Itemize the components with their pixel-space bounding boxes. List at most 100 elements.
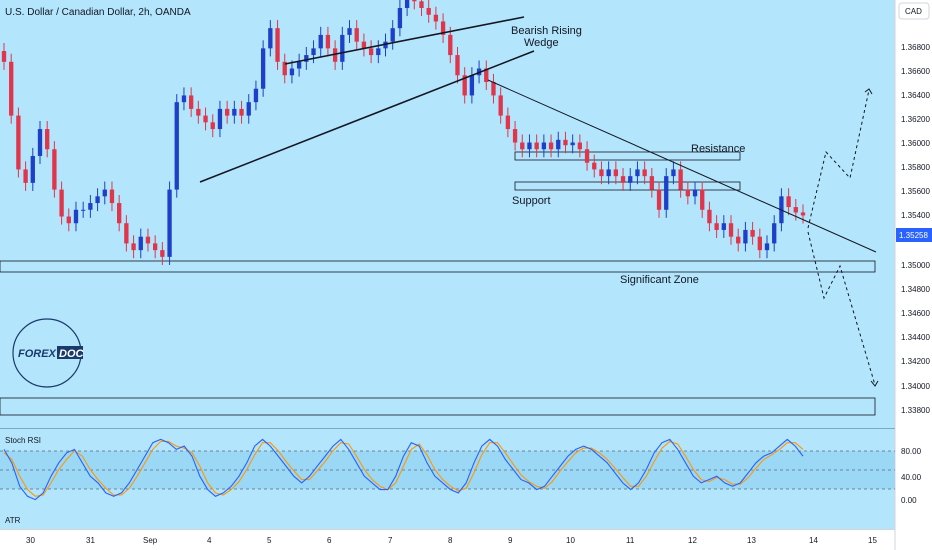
candle-down[interactable] bbox=[153, 243, 158, 251]
candle-up[interactable] bbox=[289, 68, 295, 76]
candle-down[interactable] bbox=[361, 41, 367, 49]
candle-down[interactable] bbox=[793, 207, 798, 213]
candle-down[interactable] bbox=[736, 236, 741, 244]
candle-up[interactable] bbox=[772, 223, 777, 244]
candle-up[interactable] bbox=[692, 189, 698, 197]
candle-down[interactable] bbox=[462, 75, 467, 96]
candle-down[interactable] bbox=[426, 8, 431, 15]
candle-down[interactable] bbox=[800, 212, 806, 216]
candle-down[interactable] bbox=[685, 189, 690, 197]
candle-down[interactable] bbox=[642, 169, 647, 177]
candle-down[interactable] bbox=[59, 189, 64, 217]
candle-up[interactable] bbox=[469, 75, 475, 96]
candle-down[interactable] bbox=[45, 129, 50, 150]
candle-up[interactable] bbox=[102, 189, 107, 197]
candle-up[interactable] bbox=[268, 28, 273, 49]
candle-up[interactable] bbox=[397, 8, 403, 29]
candle-down[interactable] bbox=[613, 169, 619, 177]
candle-down[interactable] bbox=[620, 176, 626, 183]
candle-down[interactable] bbox=[707, 209, 712, 224]
candle-up[interactable] bbox=[181, 95, 187, 103]
candle-up[interactable] bbox=[260, 48, 266, 89]
candle-up[interactable] bbox=[671, 169, 676, 177]
candle-down[interactable] bbox=[9, 61, 14, 116]
descending-trendline[interactable] bbox=[487, 79, 877, 253]
wedge-lower-line[interactable] bbox=[199, 50, 535, 183]
candle-up[interactable] bbox=[217, 108, 223, 130]
candle-down[interactable] bbox=[66, 216, 71, 224]
candle-up[interactable] bbox=[556, 139, 561, 150]
candle-down[interactable] bbox=[440, 21, 446, 35]
wedge-upper-line[interactable] bbox=[284, 16, 525, 65]
currency-badge[interactable] bbox=[898, 2, 930, 20]
candle-up[interactable] bbox=[30, 155, 35, 183]
candle-up[interactable] bbox=[167, 189, 172, 257]
price-axis[interactable] bbox=[895, 0, 932, 550]
candle-down[interactable] bbox=[455, 55, 460, 76]
candle-down[interactable] bbox=[584, 149, 590, 163]
candle-down[interactable] bbox=[757, 236, 762, 251]
candle-up[interactable] bbox=[606, 169, 611, 177]
candle-down[interactable] bbox=[548, 142, 554, 150]
candle-down[interactable] bbox=[433, 14, 439, 22]
candle-down[interactable] bbox=[117, 203, 122, 224]
candle-down[interactable] bbox=[714, 223, 719, 230]
candle-up[interactable] bbox=[37, 129, 43, 156]
candle-up[interactable] bbox=[628, 176, 633, 183]
candle-up[interactable] bbox=[88, 203, 93, 210]
candle-down[interactable] bbox=[1, 51, 7, 62]
candle-down[interactable] bbox=[498, 95, 503, 116]
candle-up[interactable] bbox=[664, 176, 669, 210]
candle-up[interactable] bbox=[743, 229, 748, 244]
candle-down[interactable] bbox=[512, 129, 518, 143]
candle-down[interactable] bbox=[599, 169, 604, 177]
candle-up[interactable] bbox=[347, 28, 352, 35]
candle-down[interactable] bbox=[368, 48, 374, 56]
candle-down[interactable] bbox=[786, 196, 791, 208]
candle-down[interactable] bbox=[52, 149, 57, 190]
candle-down[interactable] bbox=[656, 189, 662, 210]
candle-up[interactable] bbox=[304, 55, 309, 62]
candle-up[interactable] bbox=[95, 196, 100, 204]
candle-down[interactable] bbox=[16, 115, 21, 170]
time-axis[interactable] bbox=[0, 529, 895, 550]
candle-up[interactable] bbox=[390, 28, 395, 42]
candle-down[interactable] bbox=[188, 95, 194, 109]
candle-down[interactable] bbox=[239, 108, 244, 116]
candle-down[interactable] bbox=[592, 162, 597, 170]
candle-up[interactable] bbox=[404, 0, 410, 8]
candle-down[interactable] bbox=[224, 108, 230, 116]
candle-up[interactable] bbox=[73, 209, 79, 224]
candle-down[interactable] bbox=[577, 142, 583, 150]
candle-down[interactable] bbox=[354, 28, 359, 42]
candle-up[interactable] bbox=[232, 108, 237, 116]
target-zone-box[interactable] bbox=[0, 397, 876, 416]
candle-up[interactable] bbox=[246, 102, 251, 116]
candle-up[interactable] bbox=[721, 223, 726, 230]
candle-up[interactable] bbox=[296, 61, 302, 69]
candle-up[interactable] bbox=[570, 142, 575, 146]
support-box[interactable] bbox=[514, 181, 741, 191]
candle-down[interactable] bbox=[563, 139, 568, 146]
resistance-box[interactable] bbox=[514, 151, 741, 161]
candle-down[interactable] bbox=[484, 68, 489, 82]
candle-up[interactable] bbox=[635, 169, 640, 177]
candle-down[interactable] bbox=[728, 223, 734, 237]
candle-down[interactable] bbox=[23, 169, 28, 183]
candle-down[interactable] bbox=[131, 243, 136, 251]
candle-up[interactable] bbox=[81, 209, 86, 211]
candle-down[interactable] bbox=[160, 250, 165, 257]
candle-down[interactable] bbox=[678, 169, 683, 190]
candle-down[interactable] bbox=[750, 229, 755, 237]
candle-up[interactable] bbox=[376, 48, 381, 56]
candle-down[interactable] bbox=[196, 108, 201, 116]
candle-down[interactable] bbox=[700, 189, 705, 210]
candle-down[interactable] bbox=[520, 142, 525, 150]
candle-down[interactable] bbox=[282, 61, 287, 76]
candle-down[interactable] bbox=[649, 176, 654, 190]
candle-down[interactable] bbox=[505, 115, 511, 130]
candle-down[interactable] bbox=[325, 34, 331, 49]
candle-down[interactable] bbox=[419, 1, 424, 8]
candle-up[interactable] bbox=[174, 102, 179, 190]
